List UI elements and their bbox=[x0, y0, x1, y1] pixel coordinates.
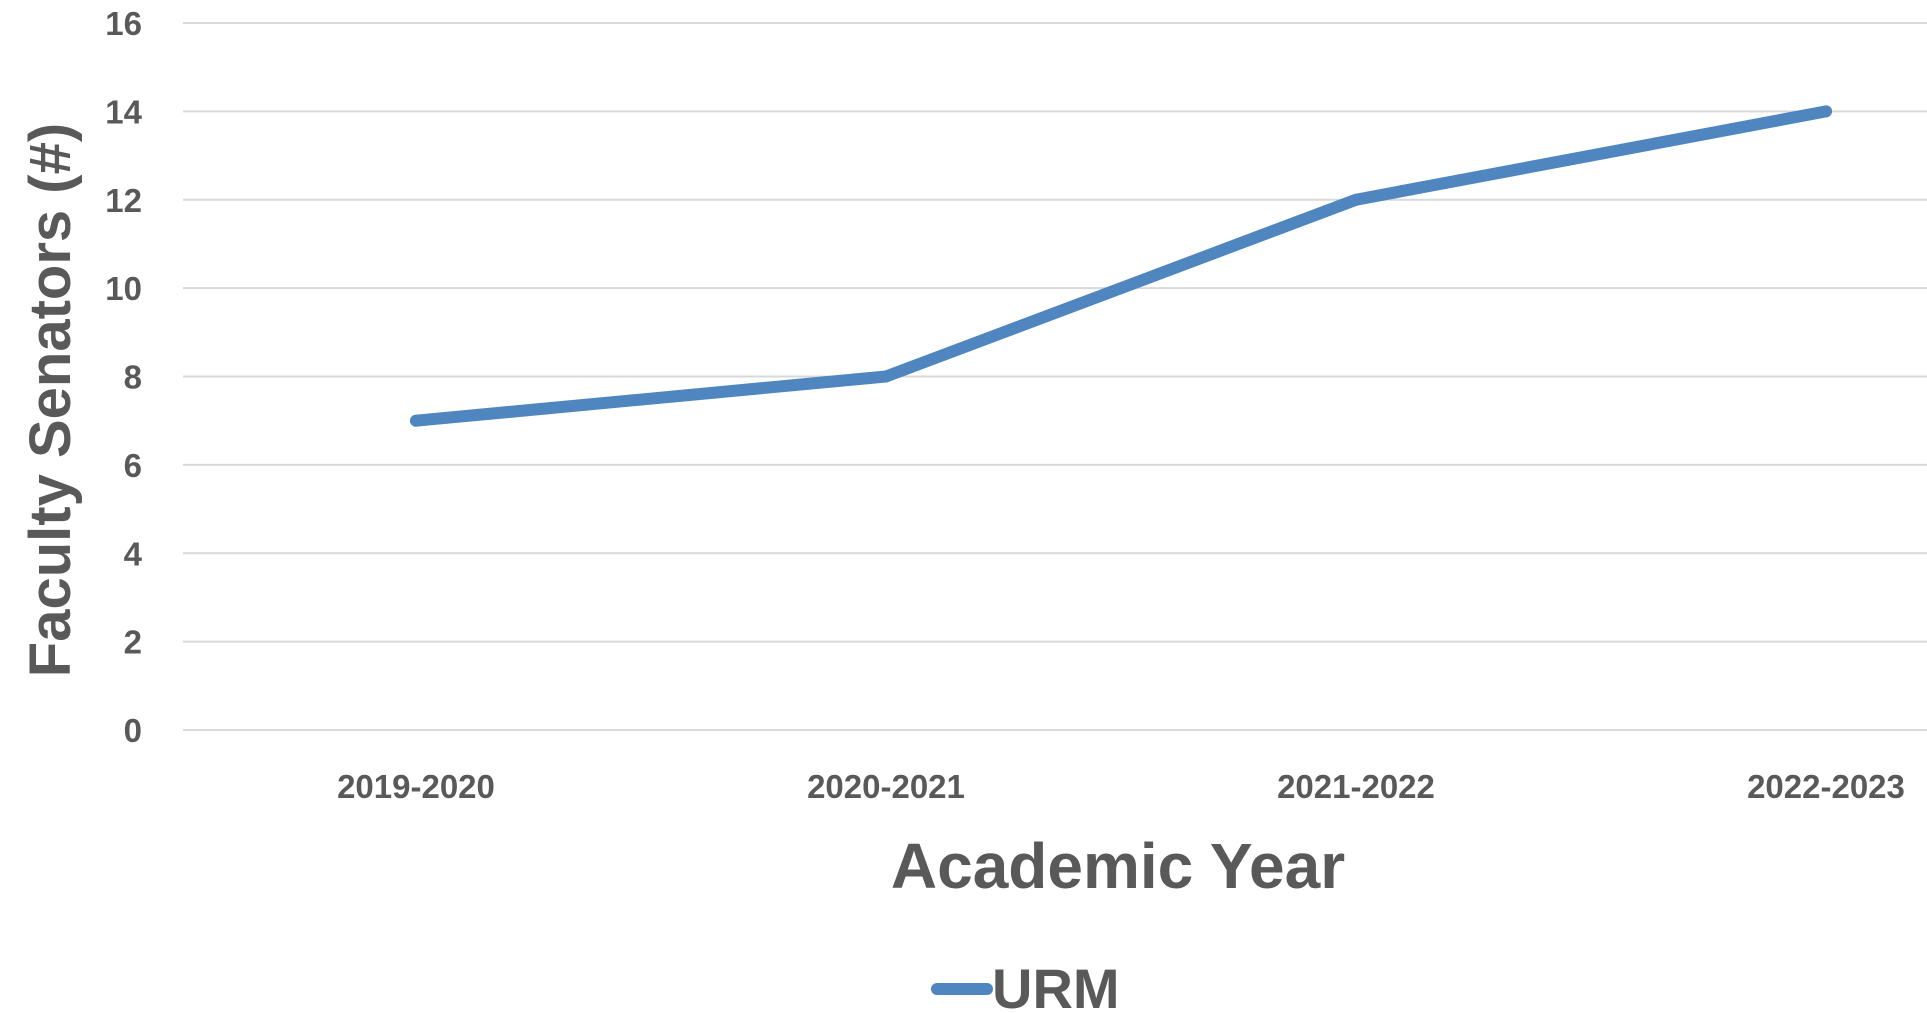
gridlines bbox=[183, 22, 1927, 731]
x-tick-label: 2021-2022 bbox=[1277, 768, 1435, 805]
y-axis-ticks: 0 2 4 6 8 10 12 14 16 bbox=[105, 5, 142, 749]
series-line-urm bbox=[410, 105, 1832, 427]
data-point bbox=[1820, 105, 1832, 118]
x-axis-title: Academic Year bbox=[891, 830, 1345, 902]
x-tick-label: 2019-2020 bbox=[337, 768, 495, 805]
y-tick-label: 14 bbox=[105, 93, 142, 130]
y-tick-label: 16 bbox=[105, 5, 142, 42]
y-tick-label: 2 bbox=[124, 624, 142, 661]
legend: URM bbox=[931, 957, 1120, 1013]
y-tick-label: 10 bbox=[105, 270, 142, 307]
x-tick-label: 2022-2023 bbox=[1747, 768, 1905, 805]
y-tick-label: 12 bbox=[105, 182, 142, 219]
y-tick-label: 8 bbox=[124, 359, 142, 396]
y-axis-title: Faculty Senators (#) bbox=[18, 123, 83, 677]
x-tick-label: 2020-2021 bbox=[807, 768, 965, 805]
data-point bbox=[1350, 193, 1362, 206]
y-tick-label: 0 bbox=[124, 712, 142, 749]
x-axis-ticks: 2019-2020 2020-2021 2021-2022 2022-2023 bbox=[337, 768, 1905, 805]
y-tick-label: 4 bbox=[124, 535, 143, 572]
series-lines bbox=[410, 105, 1832, 427]
legend-label-urm: URM bbox=[992, 957, 1120, 1013]
data-point bbox=[410, 414, 422, 427]
y-tick-label: 6 bbox=[124, 447, 142, 484]
data-point bbox=[880, 370, 892, 383]
